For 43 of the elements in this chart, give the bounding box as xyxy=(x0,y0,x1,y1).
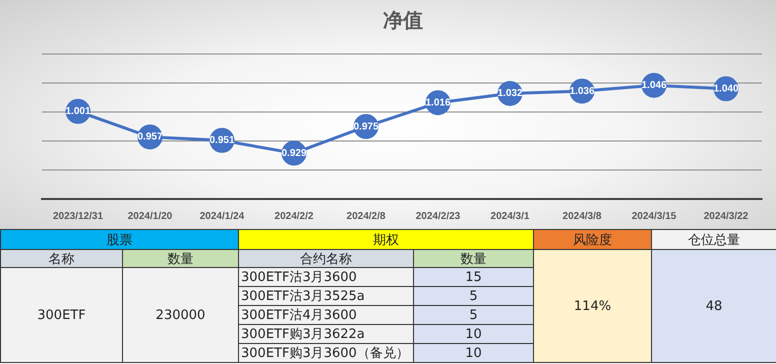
x-tick-label: 2024/2/2 xyxy=(274,210,314,222)
text: 300ETF xyxy=(0,267,123,363)
text: 仓位总量 xyxy=(651,229,776,250)
text: 230000 xyxy=(122,267,239,363)
text: 风险度 xyxy=(533,229,652,250)
data-label: 0.929 xyxy=(281,148,307,159)
data-label: 1.032 xyxy=(497,88,523,100)
data-label: 0.957 xyxy=(137,132,163,143)
text: 期权 xyxy=(238,229,534,250)
text: 300ETF沽3月3600 xyxy=(238,267,414,287)
text: 名称 xyxy=(0,249,123,268)
text: 股票 xyxy=(0,229,239,250)
x-tick-label: 2023/12/31 xyxy=(52,210,104,222)
text: 合约名称 xyxy=(238,249,414,268)
data-label: 0.951 xyxy=(209,135,235,146)
text: 5 xyxy=(413,286,534,306)
data-label: 1.036 xyxy=(569,86,595,97)
text: 300ETF沽4月3600 xyxy=(238,305,414,325)
text: 5 xyxy=(413,305,534,325)
text: 数量 xyxy=(122,249,239,268)
text: 数量 xyxy=(413,249,534,268)
data-label: 1.046 xyxy=(641,80,667,92)
data-label: 1.040 xyxy=(713,84,739,95)
x-tick-label: 2024/2/23 xyxy=(416,210,461,222)
text: 10 xyxy=(413,343,534,363)
text: 300ETF购3月3600（备兑） xyxy=(238,343,414,363)
x-tick-label: 2024/3/1 xyxy=(490,210,530,222)
x-tick-label: 2024/3/22 xyxy=(704,210,749,222)
x-tick-label: 2024/1/20 xyxy=(128,210,173,222)
text: 15 xyxy=(413,267,534,287)
x-tick-label: 2024/3/15 xyxy=(632,210,677,222)
text: 10 xyxy=(413,324,534,344)
text: 300ETF沽3月3525a xyxy=(238,286,414,306)
text: 114% xyxy=(533,249,652,363)
text: 48 xyxy=(651,249,776,363)
data-label: 1.016 xyxy=(425,97,451,108)
x-tick-label: 2024/1/24 xyxy=(200,210,245,222)
chart-title: 净值 xyxy=(383,8,423,32)
x-tick-label: 2024/2/8 xyxy=(346,210,386,222)
x-tick-label: 2024/3/8 xyxy=(562,210,602,222)
data-label: 0.975 xyxy=(353,121,379,132)
data-label: 1.001 xyxy=(65,106,91,118)
text: 300ETF购3月3622a xyxy=(238,324,414,344)
